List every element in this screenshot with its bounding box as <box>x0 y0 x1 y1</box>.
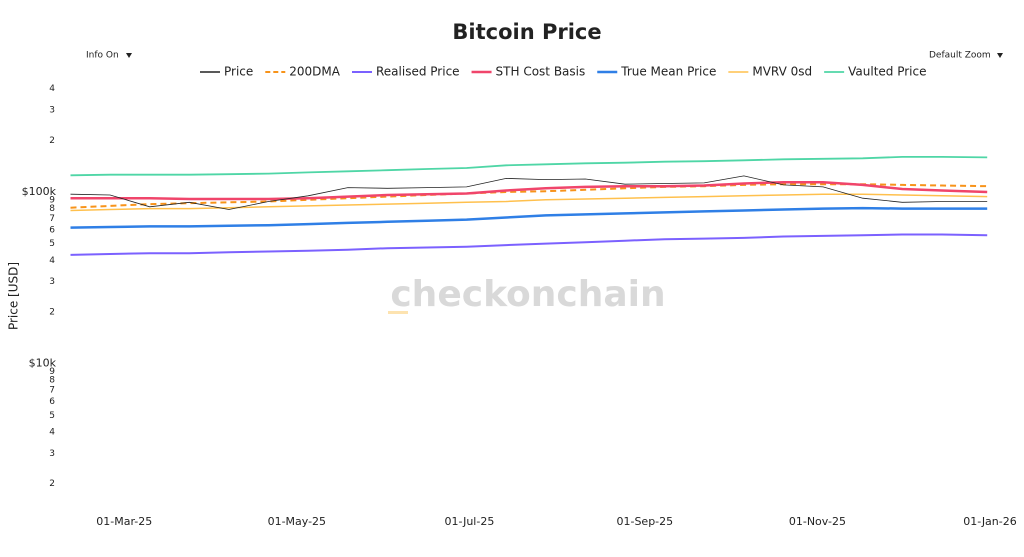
legend-label: STH Cost Basis <box>496 65 586 79</box>
series-line <box>70 193 988 212</box>
y-tick-label: 2 <box>49 307 55 317</box>
y-tick-label: 3 <box>49 277 55 287</box>
y-tick-label: 8 <box>49 204 55 214</box>
legend-label: MVRV 0sd <box>752 65 812 79</box>
y-tick-label: 6 <box>49 226 55 236</box>
chart-title: Bitcoin Price <box>452 20 601 44</box>
legend-label: 200DMA <box>289 65 340 79</box>
zoom-dropdown[interactable]: Default Zoom <box>922 46 1008 64</box>
y-tick-label: 2 <box>49 479 55 489</box>
series-line <box>70 233 988 256</box>
dropdown-box <box>80 46 140 64</box>
y-tick-label: 7 <box>49 214 55 224</box>
x-tick-label: 01-Mar-25 <box>96 515 152 528</box>
watermark-mark <box>388 311 408 314</box>
legend-label: Realised Price <box>376 65 460 79</box>
dropdown-arrow <box>126 53 132 58</box>
y-tick-label: 4 <box>49 256 55 266</box>
y-tick-label: 2 <box>49 136 55 146</box>
y-tick-label: 9 <box>49 367 55 377</box>
y-axis-label: Price [USD] <box>7 262 21 330</box>
y-tick-label: 4 <box>49 84 55 94</box>
info-dropdown[interactable]: Info On <box>80 46 140 64</box>
x-tick-label: 01-Nov-25 <box>789 515 846 528</box>
x-tick-label: 01-Sep-25 <box>616 515 673 528</box>
y-tick-label: 5 <box>49 239 55 249</box>
x-tick-label: 01-Jan-26 <box>963 515 1017 528</box>
series-line <box>70 183 988 209</box>
legend-label: True Mean Price <box>620 65 716 79</box>
series-line <box>70 206 988 229</box>
legend-label: Vaulted Price <box>848 65 926 79</box>
legend: Price 200DMA Realised Price STH Cost Basis T… <box>200 65 927 79</box>
legend-label: Price <box>224 65 253 79</box>
series-line <box>70 156 988 177</box>
y-tick-label: 3 <box>49 449 55 459</box>
y-tick-label: $10k <box>29 357 57 370</box>
y-tick-label: $100k <box>22 185 57 198</box>
y-tick-label: 4 <box>49 427 55 437</box>
series-line <box>70 175 988 210</box>
dropdown-arrow <box>997 53 1003 58</box>
dropdown-label: Info On <box>86 51 119 61</box>
y-tick-label: 8 <box>49 376 55 386</box>
y-tick-label: 6 <box>49 397 55 407</box>
watermark: checkonchain <box>390 274 665 315</box>
dropdown-label: Default Zoom <box>929 51 991 61</box>
x-tick-label: 01-Jul-25 <box>445 515 495 528</box>
y-tick-label: 5 <box>49 411 55 421</box>
x-tick-label: 01-May-25 <box>268 515 326 528</box>
y-tick-label: 9 <box>49 195 55 205</box>
y-tick-label: 3 <box>49 106 55 116</box>
y-tick-label: 7 <box>49 386 55 396</box>
series-line <box>70 180 988 201</box>
dropdown-box <box>922 46 1008 64</box>
